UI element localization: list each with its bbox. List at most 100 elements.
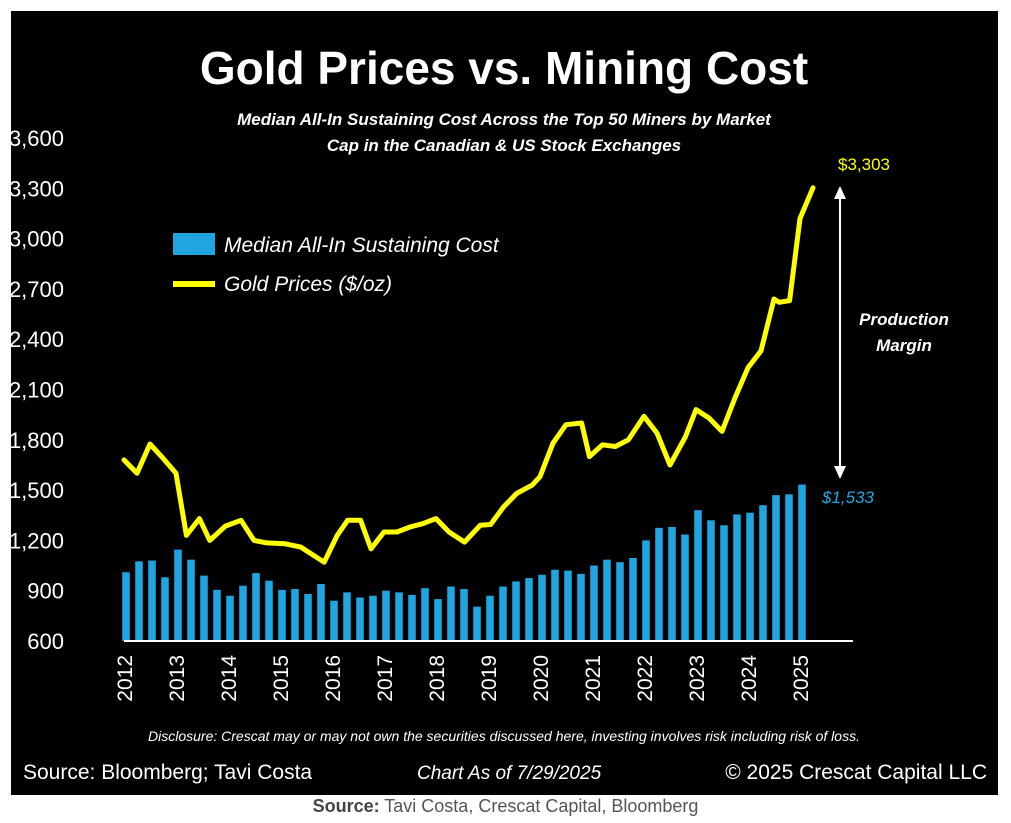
- y-tick-label: 3,600: [11, 126, 64, 151]
- gold-line-group: [121, 185, 816, 565]
- cost-bar: [733, 514, 741, 641]
- x-tick-label: 2024: [738, 655, 761, 702]
- cost-bar: [304, 594, 312, 641]
- cost-bar: [356, 597, 364, 641]
- cost-bar: [785, 494, 793, 641]
- copyright-text: © 2025 Crescat Capital LLC: [725, 761, 987, 784]
- cost-bar: [421, 588, 429, 641]
- margin-arrow-down-icon: [834, 466, 846, 479]
- cost-bar: [603, 559, 611, 641]
- cost-bar: [460, 589, 468, 641]
- y-tick-label: 900: [27, 579, 64, 604]
- cost-bar: [161, 577, 169, 641]
- cost-bar: [473, 606, 481, 641]
- legend: Median All-In Sustaining Cost Gold Price…: [173, 233, 500, 296]
- cost-bar: [343, 592, 351, 641]
- y-tick-label: 2,400: [11, 327, 64, 352]
- x-tick-label: 2012: [114, 655, 137, 702]
- caption-label: Source:: [312, 796, 380, 816]
- y-tick-label: 3,000: [11, 227, 64, 252]
- y-tick-label: 1,800: [11, 428, 64, 453]
- cost-bar: [265, 580, 273, 641]
- cost-bar: [512, 581, 520, 641]
- chart-panel: Gold Prices vs. Mining Cost Median All-I…: [11, 11, 998, 795]
- y-tick-label: 600: [27, 629, 64, 654]
- x-tick-label: 2020: [530, 655, 553, 702]
- cost-bar: [590, 565, 598, 641]
- cost-bar: [239, 585, 247, 641]
- cost-bars: [122, 484, 806, 641]
- cost-bar: [798, 484, 806, 641]
- cost-bar: [577, 573, 585, 641]
- legend-cost-swatch: [173, 233, 215, 255]
- chart-subtitle-line-1: Median All-In Sustaining Cost Across the…: [237, 110, 772, 129]
- cost-bar: [187, 559, 195, 641]
- chart-date-text: Chart As of 7/29/2025: [417, 763, 602, 784]
- source-text: Source: Bloomberg; Tavi Costa: [23, 761, 312, 784]
- cost-bar: [291, 589, 299, 641]
- x-tick-label: 2019: [478, 655, 501, 702]
- cost-bar: [434, 599, 442, 641]
- x-tick-label: 2025: [790, 655, 813, 702]
- margin-label-line-1: Production: [859, 310, 949, 329]
- x-tick-label: 2016: [322, 655, 345, 702]
- cost-bar: [486, 595, 494, 641]
- margin-arrow-up-icon: [834, 186, 846, 199]
- cost-bar: [174, 549, 182, 641]
- cost-bar: [317, 583, 325, 641]
- cost-bar: [772, 495, 780, 641]
- cost-bar: [122, 572, 130, 641]
- cost-bar: [525, 578, 533, 641]
- chart-subtitle-line-2: Cap in the Canadian & US Stock Exchanges: [327, 136, 681, 155]
- gold-end-label: $3,303: [838, 155, 890, 174]
- y-tick-label: 1,500: [11, 478, 64, 503]
- cost-bar: [226, 595, 234, 641]
- cost-bar: [616, 562, 624, 641]
- cost-bar: [148, 560, 156, 641]
- cost-bar: [694, 510, 702, 641]
- disclosure-text: Disclosure: Crescat may or may not own t…: [148, 728, 860, 744]
- legend-cost-label: Median All-In Sustaining Cost: [224, 234, 500, 257]
- chart-title: Gold Prices vs. Mining Cost: [200, 42, 808, 94]
- x-tick-label: 2018: [426, 655, 449, 702]
- cost-bar: [252, 573, 260, 641]
- cost-bar: [538, 574, 546, 641]
- gold-price-line: [121, 185, 816, 565]
- cost-bar: [707, 520, 715, 641]
- margin-label-line-2: Margin: [876, 336, 932, 355]
- cost-bar: [720, 525, 728, 641]
- cost-bar: [278, 589, 286, 641]
- cost-bar: [213, 589, 221, 641]
- cost-bar: [642, 540, 650, 641]
- cost-bar: [629, 558, 637, 641]
- y-tick-label: 1,200: [11, 528, 64, 553]
- cost-bar: [655, 527, 663, 641]
- cost-bar: [564, 570, 572, 641]
- y-tick-label: 3,300: [11, 176, 64, 201]
- image-caption: Source: Tavi Costa, Crescat Capital, Blo…: [0, 796, 1011, 817]
- cost-bar: [759, 505, 767, 641]
- y-tick-label: 2,700: [11, 277, 64, 302]
- cost-bar: [330, 600, 338, 641]
- y-tick-label: 2,100: [11, 378, 64, 403]
- cost-bar: [551, 569, 559, 641]
- cost-bar: [395, 592, 403, 641]
- x-tick-label: 2013: [166, 655, 189, 702]
- cost-end-label: $1,533: [821, 488, 875, 507]
- x-tick-label: 2022: [634, 655, 657, 702]
- x-tick-label: 2017: [374, 655, 397, 702]
- caption-text: Tavi Costa, Crescat Capital, Bloomberg: [379, 796, 699, 816]
- cost-bar: [135, 561, 143, 641]
- cost-bar: [200, 575, 208, 641]
- cost-bar: [668, 526, 676, 641]
- cost-bar: [681, 534, 689, 641]
- cost-bar: [382, 590, 390, 641]
- x-tick-label: 2023: [686, 655, 709, 702]
- cost-bar: [447, 586, 455, 641]
- x-tick-label: 2015: [270, 655, 293, 702]
- x-tick-label: 2021: [582, 655, 605, 702]
- cost-bar: [408, 594, 416, 641]
- legend-gold-label: Gold Prices ($/oz): [224, 273, 392, 296]
- cost-bar: [746, 512, 754, 641]
- x-axis: 2012 2013 2014 2015 2016 2017 2018 2019 2020 2021…: [114, 655, 813, 702]
